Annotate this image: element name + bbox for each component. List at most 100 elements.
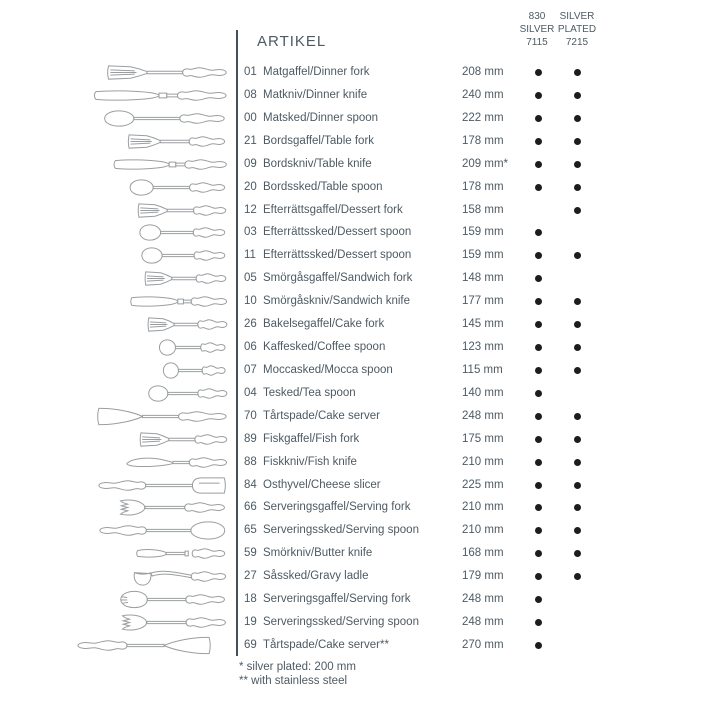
column-header-line: 7115: [526, 37, 548, 48]
article-size: 168 mm: [462, 547, 504, 560]
availability-dot-7115: [535, 458, 542, 466]
availability-dot-7115: [535, 252, 542, 260]
article-name: Tårtspade/Cake server: [263, 409, 380, 422]
article-name: Fiskkniv/Fish knife: [263, 455, 357, 468]
article-code: 65: [244, 524, 257, 537]
table-row: 18 Serveringsgaffel/Serving fork 248 mm: [0, 588, 717, 611]
article-name: Serveringssked/Serving spoon: [263, 524, 419, 537]
table-row: 84 Osthyvel/Cheese slicer 225 mm: [0, 474, 717, 497]
availability-dot-7115: [535, 596, 542, 604]
table-row: 66 Serveringsgaffel/Serving fork 210 mm: [0, 496, 717, 519]
availability-dot-7115: [535, 435, 542, 443]
article-illustration: [115, 497, 226, 518]
article-name: Matsked/Dinner spoon: [263, 111, 379, 124]
article-code: 07: [244, 363, 257, 376]
article-illustration: [112, 154, 228, 175]
article-name: Bordssked/Table spoon: [263, 180, 383, 193]
article-size: 210 mm: [462, 524, 504, 537]
availability-dot-7215: [574, 69, 581, 76]
article-size: 225 mm: [462, 478, 504, 491]
article-illustration: [97, 475, 228, 496]
table-row: 09 Bordskniv/Table knife 209 mm*: [0, 153, 717, 176]
article-code: 11: [244, 249, 256, 262]
column-header-line: 830: [528, 11, 546, 22]
availability-dot-7115: [535, 114, 542, 122]
availability-dot-7215: [574, 412, 581, 420]
article-size: 210 mm: [462, 501, 504, 514]
fork-icon: [144, 268, 227, 289]
availability-dot-7115: [535, 619, 542, 627]
table-row: 10 Smörgåskniv/Sandwich knife 177 mm: [0, 290, 717, 313]
availability-dot-7215: [574, 504, 581, 512]
spoon-icon: [162, 360, 226, 381]
spoon-icon: [140, 245, 226, 266]
article-size: 115 mm: [462, 363, 503, 376]
article-size: 179 mm: [462, 570, 504, 583]
article-name: Matkniv/Dinner knife: [263, 88, 368, 101]
article-name: Smörkniv/Butter knife: [263, 547, 373, 560]
table-row: 11 Efterrättssked/Dessert spoon 159 mm: [0, 244, 717, 267]
knife-icon: [129, 291, 228, 312]
article-name: Serveringsgaffel/Serving fork: [263, 593, 411, 606]
article-size: 145 mm: [462, 318, 504, 331]
table-row: 08 Matkniv/Dinner knife 240 mm: [0, 84, 717, 107]
availability-dot-7115: [535, 321, 542, 329]
table-row: 05 Smörgåsgaffel/Sandwich fork 148 mm: [0, 267, 717, 290]
article-size: 210 mm: [462, 455, 504, 468]
availability-dot-7215: [574, 344, 581, 352]
article-illustration: [129, 291, 228, 312]
article-code: 12: [244, 203, 257, 216]
article-code: 09: [244, 157, 257, 170]
availability-dot-7115: [535, 344, 542, 352]
spoon-icon: [102, 108, 226, 129]
availability-dot-7115: [535, 573, 542, 581]
article-name: Smörgåskniv/Sandwich knife: [263, 295, 411, 308]
article-size: 175 mm: [462, 432, 504, 445]
availability-dot-7215: [574, 160, 581, 168]
material-column-header-830-silver: 830 SILVER 7115: [505, 10, 569, 49]
availability-dot-7115: [535, 298, 542, 306]
availability-dot-7215: [574, 91, 581, 99]
article-size: 209 mm*: [462, 157, 509, 170]
fork-icon: [127, 131, 226, 152]
table-row: 69 Tårtspade/Cake server** 270 mm: [0, 634, 717, 657]
serving-spoon-icon: [98, 520, 228, 541]
article-name: Osthyvel/Cheese slicer: [263, 478, 381, 491]
article-size: 178 mm: [462, 180, 504, 193]
article-code: 59: [244, 547, 257, 560]
article-illustration: [118, 589, 226, 610]
article-code: 66: [244, 501, 257, 514]
table-row: 19 Serveringssked/Serving spoon 248 mm: [0, 611, 717, 634]
availability-dot-7115: [535, 389, 542, 397]
spoon-icon: [128, 177, 226, 198]
article-illustration: [98, 520, 228, 541]
article-size: 140 mm: [462, 386, 504, 399]
table-row: 70 Tårtspade/Cake server 248 mm: [0, 405, 717, 428]
availability-dot-7215: [574, 527, 581, 535]
article-code: 89: [244, 432, 257, 445]
spoon-icon: [147, 383, 228, 404]
cheese-slicer-icon: [97, 475, 228, 496]
article-illustration: [147, 314, 228, 335]
article-illustration: [76, 635, 213, 656]
fork-icon: [139, 429, 228, 450]
table-row: 21 Bordsgaffel/Table fork 178 mm: [0, 130, 717, 153]
article-size: 158 mm: [462, 203, 504, 216]
table-row: 88 Fiskkniv/Fish knife 210 mm: [0, 451, 717, 474]
article-size: 159 mm: [462, 249, 504, 262]
article-illustration: [117, 612, 227, 633]
availability-dot-7215: [574, 206, 581, 214]
availability-dot-7115: [535, 183, 542, 191]
footnote-silver-plated: * silver plated: 200 mm: [239, 661, 356, 673]
fish-knife-icon: [124, 452, 228, 473]
article-illustration: [140, 245, 226, 266]
article-code: 21: [244, 134, 257, 147]
article-illustration: [124, 452, 228, 473]
article-size: 248 mm: [462, 409, 504, 422]
knife-icon: [112, 154, 228, 175]
footnote-stainless-steel: ** with stainless steel: [239, 675, 348, 687]
availability-dot-7215: [574, 550, 581, 558]
article-name: Serveringssked/Serving spoon: [263, 616, 419, 629]
article-size: 178 mm: [462, 134, 504, 147]
